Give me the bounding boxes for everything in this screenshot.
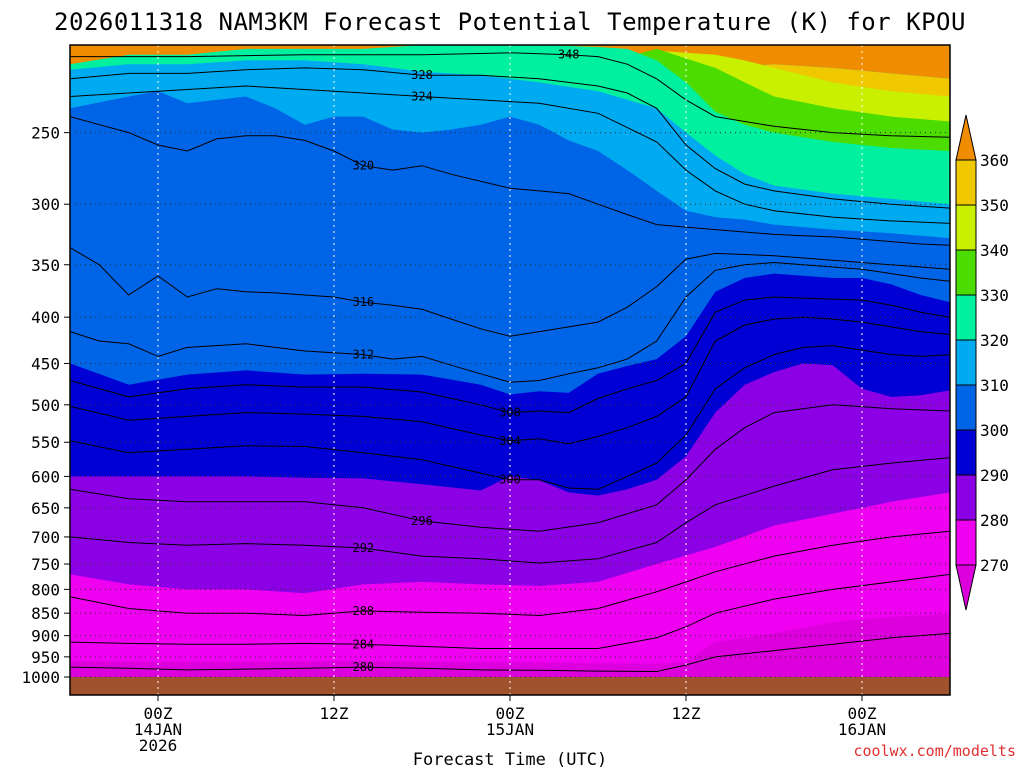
y-axis: 250 300 350 400 450 500 550 600 650 700 750 800 850 9… [21, 124, 70, 687]
colorbar-band-300 [955, 384, 977, 431]
y-tick-label-550: 550 [31, 433, 60, 452]
x-tick-label-54-1: 16JAN [838, 720, 886, 739]
x-tick-label-6-1: 14JAN [134, 720, 182, 739]
colorbar-tick-320: 320 [980, 331, 1009, 350]
colorbar-band-320 [955, 294, 977, 341]
isoline-308 [69, 296, 951, 414]
plot-area: 2802842882922963003043083123163203243283… [69, 44, 951, 696]
isoline-label-324: 324 [411, 89, 433, 103]
x-tick-label-42-0: 12Z [672, 704, 701, 723]
colorbar-band-360 [955, 114, 977, 161]
x-tick-label-54-0: 00Z [848, 704, 877, 723]
isoline-300 [69, 345, 951, 490]
isoline-label-280: 280 [352, 660, 374, 674]
x-axis-label: Forecast Time (UTC) [413, 750, 607, 768]
colorbar-band-340 [955, 204, 977, 251]
colorbar-tick-290: 290 [980, 466, 1009, 485]
isoline-label-312: 312 [352, 348, 374, 362]
colorbar-tick-330: 330 [980, 286, 1009, 305]
isoline-label-292: 292 [352, 541, 374, 555]
isoline-328 [69, 67, 951, 209]
isoline-348 [70, 52, 951, 138]
y-tick-label-350: 350 [31, 256, 60, 275]
ground-area [70, 677, 950, 695]
credit-text: coolwx.com/modelts [853, 742, 1016, 760]
isoline-296 [69, 404, 951, 532]
y-tick-label-750: 750 [31, 555, 60, 574]
y-tick-label-850: 850 [31, 604, 60, 623]
isoline-label-316: 316 [352, 295, 374, 309]
y-tick-label-800: 800 [31, 580, 60, 599]
x-tick-label-18-0: 12Z [320, 704, 349, 723]
isoline-label-348: 348 [558, 48, 580, 62]
isoline-label-296: 296 [411, 514, 433, 528]
colorbar-band-310 [955, 339, 977, 386]
x-tick-label-30-1: 15JAN [486, 720, 534, 739]
colorbar-tick-310: 310 [980, 376, 1009, 395]
y-tick-label-900: 900 [31, 627, 60, 646]
isoline-324 [69, 85, 951, 224]
colorbar-tick-280: 280 [980, 511, 1009, 530]
colorbar-tick-270: 270 [980, 556, 1009, 575]
isoline-284 [69, 573, 951, 649]
isoline-label-320: 320 [352, 159, 374, 173]
x-tick-label-6-0: 00Z [144, 704, 173, 723]
colorbar-band-260 [955, 564, 977, 611]
y-tick-label-650: 650 [31, 499, 60, 518]
colorbar-band-330 [955, 249, 977, 296]
colorbar-band-280 [955, 474, 977, 521]
y-tick-label-700: 700 [31, 528, 60, 547]
y-tick-label-400: 400 [31, 308, 60, 327]
chart-title: 2026011318 NAM3KM Forecast Potential Tem… [54, 8, 966, 36]
band-below-270 [70, 614, 950, 695]
isoline-label-304: 304 [499, 434, 521, 448]
isoline-304 [69, 316, 951, 445]
colorbar-tick-350: 350 [980, 196, 1009, 215]
isoline-label-288: 288 [352, 604, 374, 618]
y-tick-label-300: 300 [31, 195, 60, 214]
y-tick-label-450: 450 [31, 354, 60, 373]
x-tick-label-6-2: 2026 [139, 736, 178, 755]
x-tick-label-30-0: 00Z [496, 704, 525, 723]
grid-lines [70, 45, 950, 695]
isoline-316 [69, 247, 951, 337]
colorbar-tick-360: 360 [980, 151, 1009, 170]
y-tick-label-500: 500 [31, 396, 60, 415]
y-tick-label-1000: 1000 [21, 668, 60, 687]
y-tick-label-600: 600 [31, 467, 60, 486]
colorbar-tick-340: 340 [980, 241, 1009, 260]
isoline-288 [69, 530, 951, 617]
colorbar-band-350 [955, 159, 977, 206]
colorbar-tick-300: 300 [980, 421, 1009, 440]
isoline-label-284: 284 [352, 637, 374, 651]
y-tick-label-250: 250 [31, 124, 60, 143]
isoline-280 [69, 632, 951, 673]
colorbar: 270 280 290 300 310 320 330 340 350 360 [955, 114, 1009, 611]
colorbar-band-270 [955, 519, 977, 566]
isoline-label-328: 328 [411, 68, 433, 82]
isoline-320 [69, 116, 951, 246]
y-tick-label-950: 950 [31, 648, 60, 667]
isoline-292 [69, 457, 951, 564]
colorbar-band-290 [955, 429, 977, 476]
